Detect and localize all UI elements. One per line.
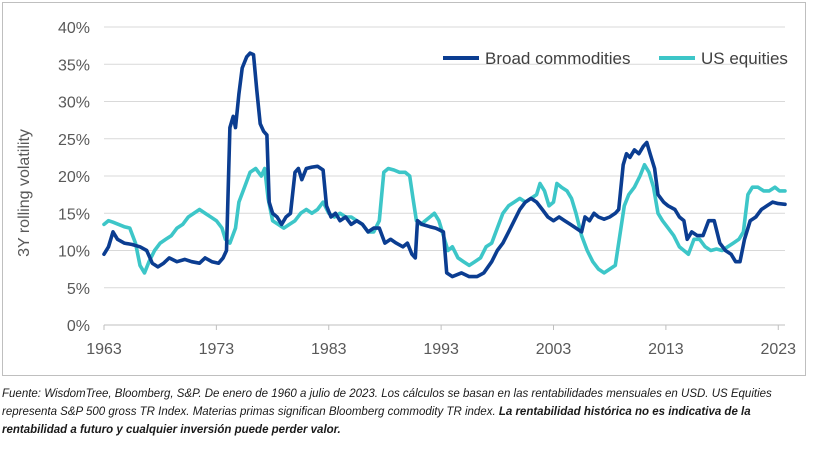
x-tick-label: 1963: [86, 341, 122, 358]
x-tick-label: 2003: [536, 341, 572, 358]
chart-frame: 0% 5% 10% 15% 20% 25% 30% 35% 40% 1963 1973 1983 199…: [2, 2, 806, 376]
x-tick-label: 2013: [648, 341, 684, 358]
source-caption: Fuente: WisdomTree, Bloomberg, S&P. De e…: [2, 385, 802, 439]
axis-layer: 0% 5% 10% 15% 20% 25% 30% 35% 40% 1963 1973 1983 199…: [58, 20, 796, 358]
x-tick-label: 2023: [760, 341, 796, 358]
y-tick-label: 5%: [67, 281, 90, 298]
y-tick-label: 20%: [58, 169, 90, 186]
x-tick-label: 1993: [423, 341, 459, 358]
legend-label: US equities: [701, 49, 788, 68]
caption-text: Fuente: WisdomTree, Bloomberg, S&P. De e…: [2, 388, 772, 418]
x-tick-label: 1973: [199, 341, 235, 358]
y-tick-label: 10%: [58, 244, 90, 261]
legend-item-us-equities: US equities: [659, 49, 788, 68]
x-tick-label: 1983: [311, 341, 347, 358]
y-axis-label: 3Y rolling volatility: [16, 129, 33, 257]
y-tick-label: 25%: [58, 132, 90, 149]
volatility-chart: 0% 5% 10% 15% 20% 25% 30% 35% 40% 1963 1973 1983 199…: [16, 20, 796, 358]
series-line-broad-commodities: [102, 51, 787, 279]
y-tick-label: 15%: [58, 206, 90, 223]
legend-label: Broad commodities: [485, 49, 631, 68]
y-tick-label: 30%: [58, 95, 90, 112]
legend-item-broad-commodities: Broad commodities: [443, 49, 631, 68]
series-layer: [102, 51, 787, 279]
grid-layer: [104, 26, 785, 289]
y-tick-label: 35%: [58, 57, 90, 74]
caption-disclaimer: La rentabilidad histórica no es indicati…: [2, 406, 751, 436]
y-tick-label: 0%: [67, 318, 90, 335]
y-tick-label: 40%: [58, 20, 90, 37]
legend: Broad commodities US equities: [443, 49, 788, 68]
